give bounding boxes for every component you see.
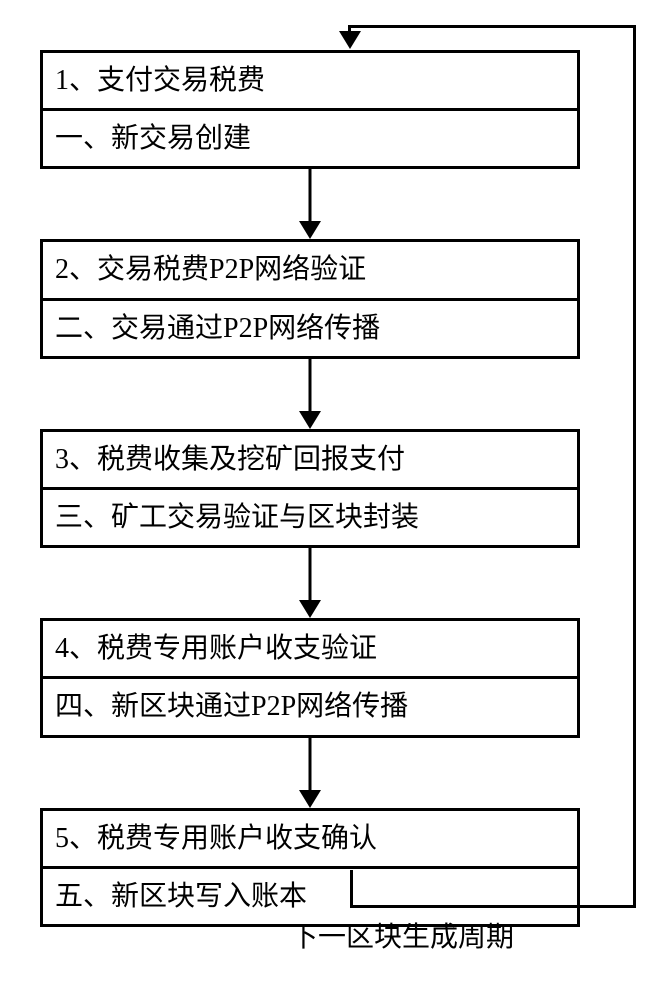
node-2-bottom: 二、交易通过P2P网络传播 [43, 298, 577, 356]
arrowhead-icon [299, 221, 321, 239]
connector-line [309, 548, 312, 603]
arrowhead-into-node-1 [339, 31, 361, 49]
node-4-bottom: 四、新区块通过P2P网络传播 [43, 676, 577, 734]
node-5-top: 5、税费专用账户收支确认 [43, 811, 577, 866]
flow-node-3: 3、税费收集及挖矿回报支付 三、矿工交易验证与区块封装 [40, 429, 580, 548]
connector-3-4 [40, 548, 580, 618]
node-2-top: 2、交易税费P2P网络验证 [43, 242, 577, 297]
loop-seg-enter [348, 25, 351, 33]
arrowhead-icon [299, 411, 321, 429]
connector-line [309, 359, 312, 414]
node-1-top: 1、支付交易税费 [43, 53, 577, 108]
flow-node-1: 1、支付交易税费 一、新交易创建 [40, 50, 580, 169]
connector-line [309, 169, 312, 224]
loop-seg-down [350, 870, 353, 905]
connector-2-3 [40, 359, 580, 429]
arrowhead-icon [299, 600, 321, 618]
loop-seg-top [348, 25, 636, 28]
flow-node-4: 4、税费专用账户收支验证 四、新区块通过P2P网络传播 [40, 618, 580, 737]
loop-seg-right [633, 25, 636, 908]
node-3-bottom: 三、矿工交易验证与区块封装 [43, 487, 577, 545]
node-1-bottom: 一、新交易创建 [43, 108, 577, 166]
flow-node-2: 2、交易税费P2P网络验证 二、交易通过P2P网络传播 [40, 239, 580, 358]
loop-label: 下一区块生成周期 [290, 915, 514, 955]
connector-line [309, 738, 312, 793]
arrowhead-icon [299, 790, 321, 808]
node-4-top: 4、税费专用账户收支验证 [43, 621, 577, 676]
connector-4-5 [40, 738, 580, 808]
node-3-top: 3、税费收集及挖矿回报支付 [43, 432, 577, 487]
connector-1-2 [40, 169, 580, 239]
flowchart-container: 1、支付交易税费 一、新交易创建 2、交易税费P2P网络验证 二、交易通过P2P… [40, 50, 620, 927]
flow-node-5: 5、税费专用账户收支确认 五、新区块写入账本 [40, 808, 580, 927]
loop-seg-bottom [350, 905, 636, 908]
